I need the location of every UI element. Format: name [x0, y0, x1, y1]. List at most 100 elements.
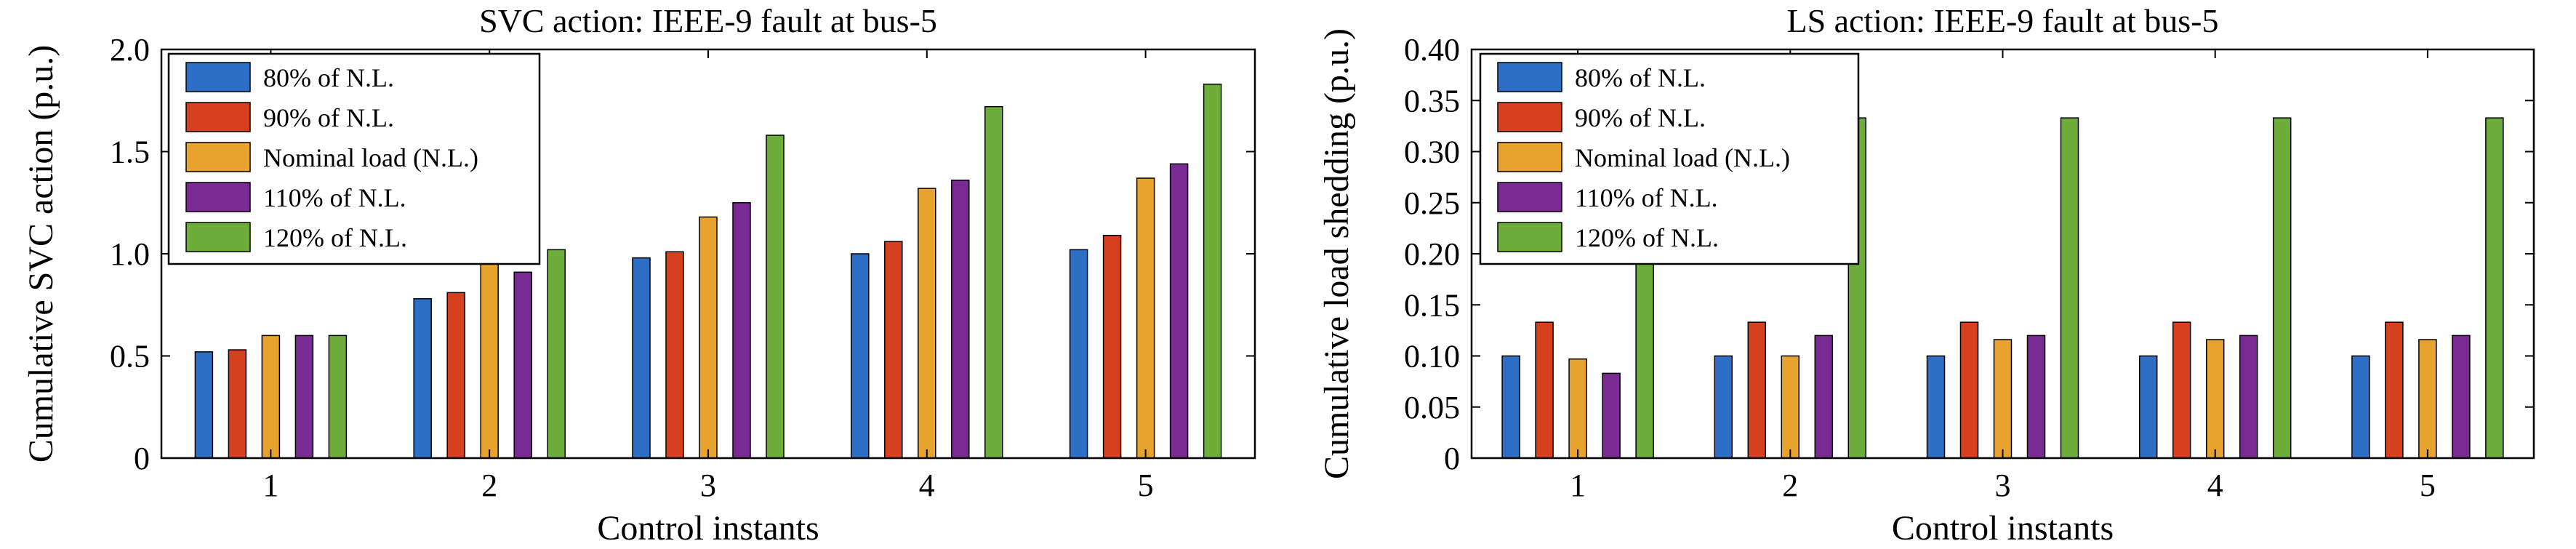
bar-3-cat-4 — [2205, 339, 2225, 459]
legend-swatch-5 — [1497, 222, 1562, 252]
bar-3-cat-1 — [1568, 358, 1587, 459]
y-tick-label: 0.25 — [1404, 185, 1460, 221]
legend: 80% of N.L. 90% of N.L. Nominal load (N.L.… — [1479, 52, 1860, 265]
bar-4-cat-2 — [1814, 334, 1834, 459]
bar-5-cat-3 — [2060, 117, 2079, 459]
y-tick-label: 1.0 — [110, 236, 150, 272]
bar-5-cat-2 — [547, 249, 566, 459]
bar-2-cat-1 — [228, 349, 247, 459]
plot-frame — [1470, 48, 2535, 460]
legend-swatch-3 — [1497, 142, 1562, 172]
bar-1-cat-1 — [194, 351, 214, 459]
bar-1-cat-2 — [1714, 355, 1733, 459]
x-axis-label: Control instants — [1892, 509, 2114, 548]
bar-3-cat-2 — [1781, 355, 1800, 459]
plot-frame — [160, 48, 1256, 460]
x-tick-label: 1 — [1570, 468, 1586, 503]
legend-label-1: 80% of N.L. — [1575, 63, 1706, 92]
y-tick-label: 0.05 — [1404, 390, 1460, 425]
bar-2-cat-2 — [1747, 321, 1767, 459]
bar-3-cat-5 — [1136, 177, 1155, 459]
bar-4-cat-1 — [294, 334, 314, 459]
y-tick-label: 0.5 — [110, 339, 150, 374]
bar-5-cat-5 — [1203, 84, 1222, 459]
bar-5-cat-4 — [984, 105, 1003, 459]
chart-title: LS action: IEEE-9 fault at bus-5 — [1786, 2, 2218, 39]
bar-2-cat-5 — [1102, 234, 1122, 459]
bar-4-cat-5 — [1169, 163, 1189, 459]
legend-label-4: 110% of N.L. — [1575, 183, 1718, 212]
legend-swatch-4 — [185, 182, 251, 212]
bar-3-cat-4 — [918, 188, 936, 459]
bar-3-cat-2 — [480, 257, 499, 459]
y-tick-label: 0.30 — [1404, 135, 1460, 170]
y-tick-label: 2.0 — [110, 32, 150, 68]
legend-label-4: 110% of N.L. — [263, 183, 406, 212]
chart-1: SVC action: IEEE-9 fault at bus-5 Cumulat… — [22, 2, 1256, 548]
x-axis-label: Control instants — [597, 509, 819, 548]
legend-swatch-2 — [1497, 102, 1562, 132]
x-tick-label: 4 — [919, 468, 935, 503]
x-tick-label: 1 — [262, 468, 278, 503]
bar-5-cat-1 — [1635, 253, 1654, 459]
bar-4-cat-2 — [513, 271, 532, 459]
bar-4-cat-4 — [2239, 334, 2258, 459]
bar-1-cat-5 — [1069, 249, 1088, 459]
legend-label-5: 120% of N.L. — [1575, 223, 1719, 252]
x-tick-label: 2 — [1782, 468, 1798, 503]
legend-label-5: 120% of N.L. — [263, 223, 407, 252]
y-tick-label: 0.10 — [1404, 339, 1460, 374]
bar-1-cat-5 — [2351, 355, 2370, 459]
bar-2-cat-4 — [884, 241, 903, 459]
y-axis-label: Cumulative load shedding (p.u.) — [1317, 28, 1356, 479]
bar-3-cat-5 — [2418, 339, 2437, 459]
x-tick-label: 4 — [2207, 468, 2223, 503]
bar-3-cat-3 — [1993, 339, 2013, 459]
x-tick-label: 2 — [481, 468, 497, 503]
legend-swatch-2 — [185, 102, 251, 132]
bar-4-cat-3 — [2026, 334, 2046, 459]
bar-5-cat-5 — [2485, 117, 2504, 459]
bar-5-cat-3 — [766, 135, 785, 459]
y-tick-label: 0 — [1444, 441, 1460, 476]
y-tick-label: 0.35 — [1404, 83, 1460, 119]
x-tick-label: 5 — [1138, 468, 1154, 503]
chart-2: LS action: IEEE-9 fault at bus-5 Cumulati… — [1317, 2, 2535, 548]
y-axis-label: Cumulative SVC action (p.u.) — [22, 45, 60, 463]
x-tick-label: 3 — [700, 468, 716, 503]
bar-4-cat-5 — [2452, 334, 2471, 459]
bar-2-cat-4 — [2172, 321, 2191, 459]
y-tick-label: 0.20 — [1404, 236, 1460, 272]
legend-swatch-1 — [1497, 62, 1562, 92]
legend-label-2: 90% of N.L. — [263, 103, 394, 132]
bar-4-cat-1 — [1602, 372, 1621, 459]
bar-1-cat-1 — [1501, 355, 1520, 459]
legend-label-3: Nominal load (N.L.) — [1575, 143, 1790, 172]
bar-4-cat-4 — [951, 180, 970, 459]
bar-3-cat-1 — [261, 334, 281, 459]
legend-label-1: 80% of N.L. — [263, 63, 394, 92]
chart-title: SVC action: IEEE-9 fault at bus-5 — [479, 2, 937, 39]
x-tick-label: 3 — [1995, 468, 2011, 503]
x-tick-label: 5 — [2420, 468, 2436, 503]
bar-2-cat-2 — [446, 292, 465, 459]
bar-5-cat-1 — [328, 334, 348, 459]
legend-label-3: Nominal load (N.L.) — [263, 143, 478, 172]
legend: 80% of N.L. 90% of N.L. Nominal load (N.L.… — [167, 52, 541, 265]
y-tick-label: 0.15 — [1404, 287, 1460, 323]
bar-2-cat-3 — [665, 251, 684, 459]
bar-1-cat-4 — [2138, 355, 2158, 459]
bar-1-cat-3 — [1926, 355, 1946, 459]
bar-3-cat-3 — [699, 216, 718, 459]
y-tick-label: 0.40 — [1404, 32, 1460, 68]
bar-4-cat-3 — [732, 202, 751, 459]
y-tick-label: 0 — [134, 441, 150, 476]
bar-2-cat-5 — [2385, 321, 2404, 459]
legend-swatch-5 — [185, 222, 251, 252]
legend-swatch-4 — [1497, 182, 1562, 212]
legend-label-2: 90% of N.L. — [1575, 103, 1706, 132]
bar-1-cat-3 — [632, 257, 651, 459]
y-tick-label: 1.5 — [110, 135, 150, 170]
bar-1-cat-2 — [413, 298, 432, 459]
legend-swatch-1 — [185, 62, 251, 92]
